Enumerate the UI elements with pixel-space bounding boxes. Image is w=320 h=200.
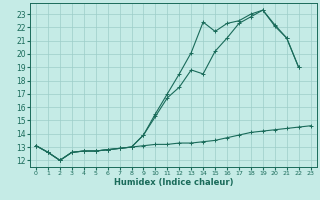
X-axis label: Humidex (Indice chaleur): Humidex (Indice chaleur) xyxy=(114,178,233,187)
